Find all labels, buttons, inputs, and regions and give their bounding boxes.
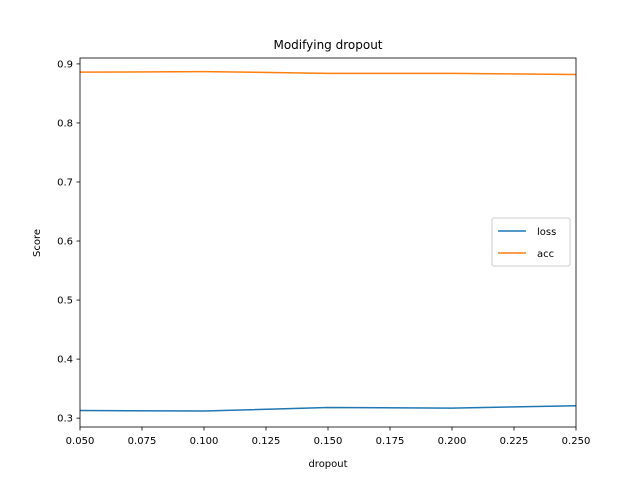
- y-tick-label: 0.9: [57, 59, 73, 70]
- x-axis-label: dropout: [308, 459, 347, 470]
- series-line-acc: [79, 70, 577, 76]
- x-tick-label: 0.150: [314, 436, 343, 447]
- x-tick-label: 0.050: [66, 436, 95, 447]
- x-tick-label: 0.200: [438, 436, 467, 447]
- y-tick-label: 0.3: [57, 414, 73, 425]
- x-tick-label: 0.225: [500, 436, 529, 447]
- y-tick-label: 0.7: [57, 177, 73, 188]
- y-axis-label: Score: [32, 229, 43, 257]
- y-tick-label: 0.8: [57, 118, 73, 129]
- legend-label-acc: acc: [537, 249, 554, 260]
- y-tick-label: 0.5: [57, 296, 73, 307]
- ticks-layer: 0.050 0.075 0.100 0.125 0.150 0.175 0.200 0.225…: [57, 59, 590, 447]
- x-tick-label: 0.250: [562, 436, 591, 447]
- legend-label-loss: loss: [537, 227, 556, 238]
- x-tick-label: 0.100: [190, 436, 219, 447]
- y-tick-label: 0.4: [57, 355, 73, 366]
- x-tick-label: 0.175: [376, 436, 405, 447]
- x-tick-label: 0.125: [252, 436, 281, 447]
- legend-box: [491, 217, 571, 267]
- series-layer: [79, 70, 577, 412]
- chart-title: Modifying dropout: [273, 38, 382, 52]
- legend: loss acc: [491, 217, 571, 267]
- y-tick-label: 0.6: [57, 237, 73, 248]
- x-tick-label: 0.075: [128, 436, 157, 447]
- plot-frame: [79, 57, 577, 428]
- series-line-loss: [79, 405, 577, 412]
